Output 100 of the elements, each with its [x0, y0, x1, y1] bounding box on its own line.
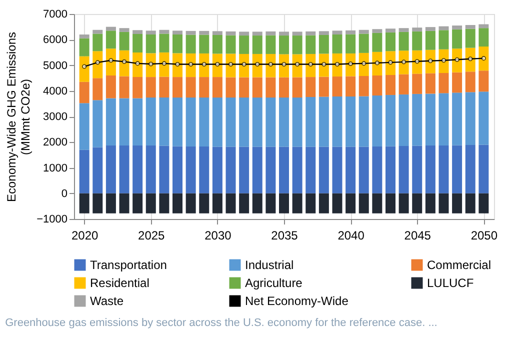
bar — [438, 72, 449, 94]
bar — [266, 193, 276, 214]
bar — [172, 146, 183, 194]
bar — [146, 98, 156, 146]
bar — [398, 94, 409, 146]
x-tick-label: 2040 — [338, 228, 365, 242]
bar — [146, 77, 156, 98]
bar — [199, 77, 210, 98]
y-axis-title: Economy-Wide GHG Emissions (MMmt CO2e) — [4, 32, 33, 202]
bar — [292, 98, 302, 147]
text: Greenhouse gas emissions by sector across the U.S. economy for the reference case. ... — [5, 317, 438, 329]
bar — [385, 28, 396, 32]
bar — [358, 96, 369, 147]
bar — [199, 98, 210, 146]
bar — [159, 34, 170, 52]
legend-label: Commercial — [427, 258, 492, 272]
bar — [199, 30, 210, 35]
bar — [306, 146, 316, 194]
bar — [119, 76, 130, 98]
bar — [306, 31, 316, 36]
bar — [146, 30, 156, 34]
bar — [438, 30, 449, 50]
bar — [425, 30, 436, 50]
bar — [252, 98, 262, 147]
bar — [478, 24, 489, 28]
bar — [92, 30, 103, 34]
x-tick-label: 2030 — [204, 228, 232, 242]
bar — [186, 30, 196, 35]
bar — [412, 74, 422, 94]
bar — [239, 146, 250, 194]
bar — [119, 98, 130, 146]
bar — [132, 98, 143, 146]
bar — [372, 32, 382, 52]
bar — [412, 193, 422, 214]
bar — [146, 193, 156, 214]
bar — [292, 77, 302, 98]
bar — [279, 146, 289, 194]
bar — [79, 103, 90, 150]
x-tick-label: 2025 — [138, 228, 166, 242]
bar — [452, 92, 462, 146]
bar — [239, 193, 250, 214]
bar — [266, 31, 276, 36]
bar — [226, 98, 236, 147]
bar — [412, 146, 422, 194]
y-tick-label: 0 — [61, 188, 68, 200]
bar — [306, 97, 316, 147]
bar — [425, 145, 436, 194]
bar — [159, 30, 170, 34]
bar — [346, 76, 356, 97]
bar — [239, 98, 250, 147]
bar — [306, 193, 316, 214]
bar — [199, 34, 210, 54]
bar — [106, 193, 116, 214]
bar — [398, 146, 409, 194]
bar — [318, 35, 329, 54]
bar — [119, 28, 130, 32]
bar — [385, 94, 396, 146]
bar — [92, 193, 103, 214]
bar — [212, 35, 222, 54]
bar — [438, 193, 449, 214]
bar — [398, 74, 409, 94]
y-tick-label: 4000 — [43, 85, 68, 98]
bar — [332, 146, 342, 194]
bar — [358, 30, 369, 34]
bar — [146, 145, 156, 194]
bar — [372, 29, 382, 33]
bar — [346, 96, 356, 147]
bar — [425, 193, 436, 214]
bar — [92, 147, 103, 194]
bar — [159, 76, 170, 98]
y-tick-label: 5000 — [43, 60, 68, 72]
bar — [146, 34, 156, 54]
bar — [159, 146, 170, 194]
bar — [212, 193, 222, 214]
legend-label: Net Economy-Wide — [245, 294, 349, 308]
bar — [172, 77, 183, 98]
bar — [106, 30, 116, 49]
bar — [292, 193, 302, 214]
bar — [465, 144, 476, 194]
bar — [212, 77, 222, 98]
y-tick-label: 2000 — [43, 136, 68, 149]
bar — [119, 32, 130, 50]
x-tick-label: 2020 — [71, 228, 98, 242]
bar — [252, 77, 262, 98]
bar — [478, 92, 489, 145]
bar — [239, 77, 250, 98]
bar — [385, 51, 396, 75]
bar — [132, 145, 143, 194]
bar — [452, 193, 462, 214]
bar — [186, 146, 196, 194]
bar — [79, 56, 90, 82]
legend-label: LULUCF — [427, 276, 474, 290]
bar — [358, 52, 369, 76]
bar — [478, 70, 489, 92]
bar — [172, 34, 183, 54]
bar — [306, 54, 316, 78]
bar — [186, 77, 196, 98]
bar — [186, 193, 196, 214]
bar — [292, 146, 302, 194]
bar — [438, 49, 449, 73]
